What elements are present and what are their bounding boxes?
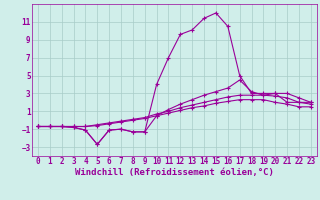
- X-axis label: Windchill (Refroidissement éolien,°C): Windchill (Refroidissement éolien,°C): [75, 168, 274, 177]
